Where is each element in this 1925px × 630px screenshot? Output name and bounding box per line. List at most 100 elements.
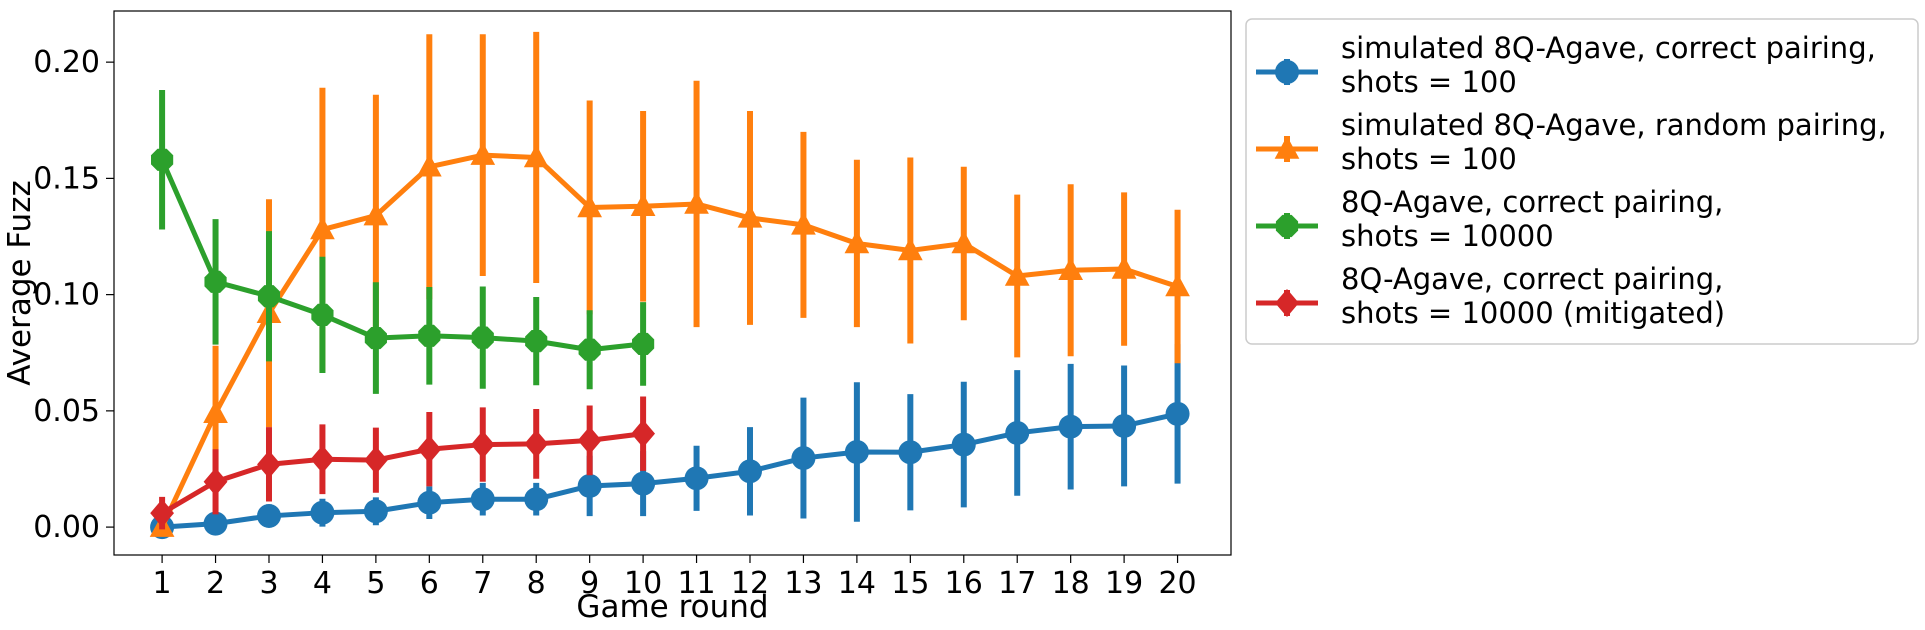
x-tick-label: 12: [731, 566, 769, 601]
data-point: [310, 445, 335, 474]
x-tick-label: 18: [1052, 566, 1090, 601]
data-point: [577, 473, 602, 498]
legend: simulated 8Q-Agave, correct pairing,shot…: [1245, 18, 1919, 345]
x-tick-label: 2: [206, 566, 225, 601]
series-3: [151, 90, 655, 394]
data-point: [525, 330, 548, 353]
data-point: [737, 459, 762, 484]
data-point: [470, 487, 495, 512]
legend-label: simulated 8Q-Agave, random pairing,: [1341, 108, 1887, 142]
data-point: [631, 471, 656, 496]
legend-label: shots = 100: [1341, 65, 1517, 99]
data-point: [417, 435, 442, 464]
x-tick-label: 4: [313, 566, 332, 601]
y-tick-label: 0.05: [33, 394, 100, 429]
data-point: [418, 324, 441, 347]
data-point: [1165, 401, 1190, 426]
plot-marks: [149, 31, 1190, 540]
legend-entry-3: 8Q-Agave, correct pairing,shots = 10000: [1256, 185, 1723, 253]
data-point: [203, 511, 228, 536]
legend-label: shots = 100: [1341, 142, 1517, 176]
x-tick-label: 3: [259, 566, 278, 601]
data-point: [363, 499, 388, 524]
data-point: [737, 204, 763, 228]
data-point: [203, 467, 228, 496]
x-tick-label: 15: [891, 566, 929, 601]
data-point: [256, 503, 281, 528]
x-tick-label: 17: [998, 566, 1036, 601]
legend-marker: [1274, 136, 1300, 159]
data-point: [1005, 420, 1030, 445]
plot-frame: [113, 10, 1232, 556]
data-point: [1112, 413, 1137, 438]
data-point: [416, 153, 442, 177]
y-axis-label: Average Fuzz: [2, 180, 38, 385]
data-point: [844, 230, 870, 254]
data-point: [577, 426, 602, 455]
data-point: [470, 142, 496, 165]
data-point: [897, 237, 923, 261]
data-point: [257, 450, 281, 479]
x-tick-label: 11: [677, 566, 715, 601]
y-axis: 0.00 0.05 0.10 0.15 0.20: [33, 45, 114, 545]
x-tick-label: 20: [1158, 566, 1196, 601]
data-point: [630, 193, 656, 217]
data-point: [151, 148, 174, 171]
data-point: [684, 190, 709, 214]
legend-label: 8Q-Agave, correct pairing,: [1341, 262, 1723, 296]
data-point: [577, 194, 603, 218]
data-point: [898, 440, 923, 465]
series-4: [150, 396, 656, 530]
data-point: [951, 230, 977, 254]
data-point: [1165, 273, 1190, 297]
x-tick-label: 10: [624, 566, 662, 601]
data-point: [791, 446, 816, 471]
data-point: [364, 327, 387, 350]
x-tick-label: 9: [580, 566, 599, 601]
data-point: [311, 303, 334, 326]
data-point: [363, 202, 389, 226]
data-point: [844, 440, 869, 465]
data-point: [632, 332, 655, 355]
x-tick-label: 1: [153, 566, 172, 601]
data-point: [524, 487, 549, 512]
y-tick-label: 0.00: [33, 510, 100, 545]
data-point: [523, 144, 549, 168]
legend-entry-4: 8Q-Agave, correct pairing,shots = 10000 …: [1256, 262, 1725, 330]
legend-label: simulated 8Q-Agave, correct pairing,: [1341, 31, 1876, 65]
data-point: [684, 466, 709, 491]
data-point: [471, 326, 494, 349]
data-point: [1111, 256, 1137, 279]
data-point: [1058, 414, 1083, 439]
legend-label: shots = 10000 (mitigated): [1341, 296, 1725, 330]
data-point: [257, 285, 281, 308]
data-point: [1004, 263, 1030, 286]
data-point: [310, 500, 335, 525]
series-line: [159, 158, 644, 353]
legend-label: 8Q-Agave, correct pairing,: [1341, 185, 1723, 219]
series-line: [159, 152, 1179, 529]
x-tick-label: 7: [473, 566, 492, 601]
data-point: [1058, 257, 1084, 280]
data-point: [203, 400, 228, 423]
data-point: [578, 338, 601, 361]
data-point: [951, 432, 976, 457]
y-tick-label: 0.15: [33, 161, 100, 196]
data-point: [204, 270, 227, 293]
legend-entry-2: simulated 8Q-Agave, random pairing,shots…: [1256, 108, 1887, 176]
data-point: [150, 499, 175, 528]
legend-marker: [1275, 60, 1299, 84]
x-tick-label: 5: [366, 566, 385, 601]
data-point: [791, 211, 816, 235]
series-line: [160, 431, 644, 516]
data-point: [363, 446, 388, 475]
x-tick-label: 16: [945, 566, 983, 601]
data-point: [310, 216, 335, 240]
y-tick-label: 0.20: [33, 45, 100, 80]
data-point: [524, 429, 549, 458]
data-point: [470, 430, 495, 459]
data-point: [417, 490, 442, 515]
legend-entry-1: simulated 8Q-Agave, correct pairing,shot…: [1256, 31, 1876, 99]
x-tick-label: 8: [527, 566, 546, 601]
